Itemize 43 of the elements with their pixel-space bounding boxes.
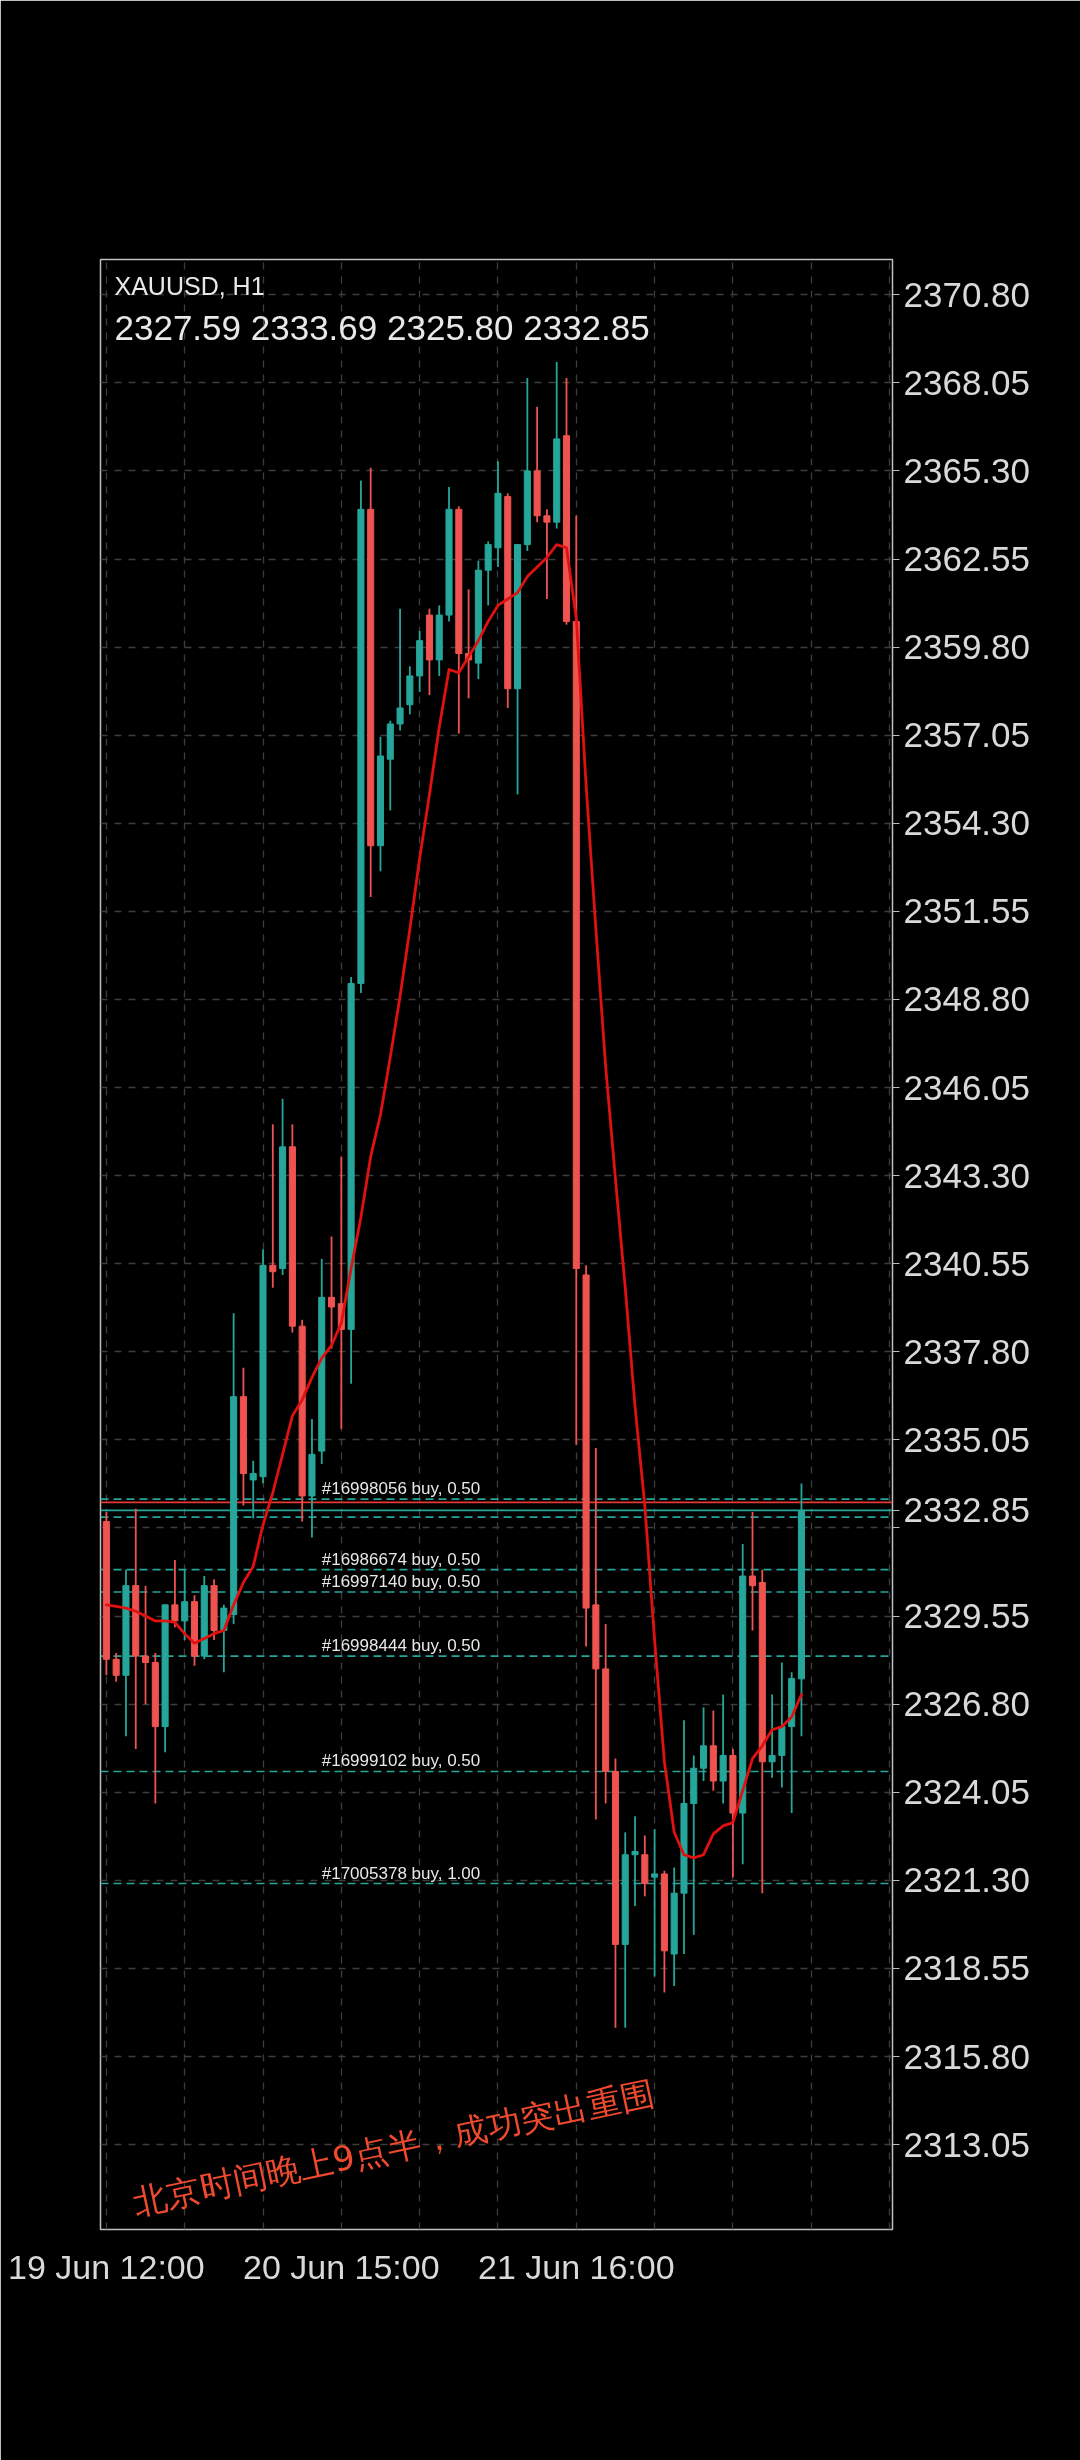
y-tick-label: 2329.55 [903,1596,1031,1636]
x-tick-label: 21 Jun 16:00 [477,2247,675,2286]
y-tick-label: 2362.55 [903,539,1031,578]
y-tick-label: 2326.80 [903,1684,1031,1724]
candlestick [142,1584,150,1706]
x-tick-label: 20 Jun 15:00 [243,2247,440,2286]
candlestick [269,1123,277,1289]
line-series [104,543,803,1860]
y-tick-label: 2346.05 [903,1067,1031,1107]
ref-line-label: #16986674 buy, 0.50 [321,1549,481,1569]
y-tick-label: 2365.30 [903,450,1031,490]
y-tick-label: 2321.30 [903,1860,1031,1900]
ref-line-label: #17005378 buy, 1.00 [321,1863,481,1883]
y-tick-label: 2351.55 [903,891,1031,931]
x-tick-label: 19 Jun 12:00 [8,2247,205,2286]
ref-line-label: #16997140 buy, 0.50 [321,1572,481,1592]
y-tick-label: 2370.80 [903,274,1031,314]
y-tick-label: 2368.05 [903,362,1031,402]
text: XAUUSD, H1 [114,271,265,300]
candlestick [328,1235,336,1350]
y-tick-label: 2337.80 [903,1331,1031,1371]
y-tick-label: 2359.80 [903,627,1031,667]
candlestick [543,508,551,600]
y-tick-label: 2318.55 [903,1948,1031,1988]
y-tick-label: 2348.80 [903,979,1031,1019]
ref-line-label: #16998444 buy, 0.50 [321,1636,481,1656]
y-tick-label: 2343.30 [903,1155,1031,1195]
annotation: 北京时间晚上9点半，成功突出重围 [129,2072,658,2223]
ref-line-label: #16999102 buy, 0.50 [321,1751,481,1771]
candlestick [396,607,404,732]
y-tick-label: 2324.05 [903,1772,1031,1812]
ref-line-label: #16998056 buy, 0.50 [321,1479,481,1499]
y-tick-label: 2357.05 [903,715,1031,755]
y-tick-label: 2315.80 [903,2036,1031,2076]
y-tick-label: 2340.55 [903,1243,1031,1283]
y-tick-label: 2335.05 [903,1419,1031,1459]
y-tick-label: 2354.30 [903,803,1031,843]
text: 2327.59 2333.69 2325.80 2332.85 [114,307,650,347]
candlestick [748,1511,757,1632]
candlestick [112,1652,120,1683]
ref-line-label: 2332.85 [903,1490,1031,1530]
y-tick-label: 2313.05 [903,2124,1031,2164]
candlestick [171,1559,179,1629]
